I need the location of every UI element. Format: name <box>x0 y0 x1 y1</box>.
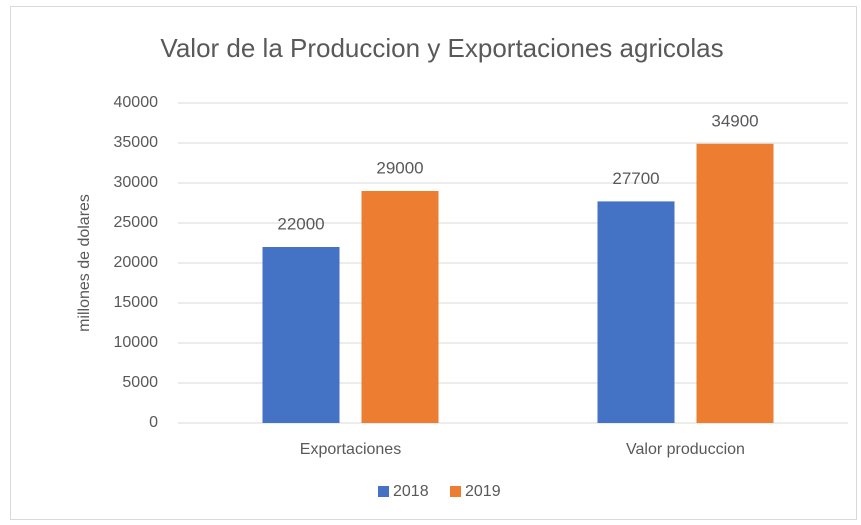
x-tick-label: Exportaciones <box>300 441 401 458</box>
y-tick-label: 0 <box>149 414 158 431</box>
y-tick-label: 35000 <box>114 134 159 151</box>
bar <box>262 247 340 423</box>
y-tick-label: 30000 <box>114 174 159 191</box>
y-tick-label: 25000 <box>114 214 159 231</box>
bar <box>597 201 675 423</box>
chart-title: Valor de la Produccion y Exportaciones a… <box>160 33 723 63</box>
data-label: 29000 <box>376 158 423 177</box>
legend-swatch <box>378 486 389 497</box>
y-tick-label: 15000 <box>114 294 159 311</box>
bar <box>361 191 439 423</box>
data-label: 22000 <box>277 214 324 233</box>
bar <box>696 143 774 424</box>
x-tick-label: Valor produccion <box>626 441 745 458</box>
legend-swatch <box>450 486 461 497</box>
y-tick-label: 20000 <box>114 254 159 271</box>
data-label: 34900 <box>711 111 758 130</box>
legend-label: 2018 <box>393 483 429 500</box>
y-axis-label: millones de dolares <box>76 194 93 332</box>
y-tick-label: 5000 <box>122 374 158 391</box>
y-tick-label: 40000 <box>114 94 159 111</box>
y-tick-label: 10000 <box>114 334 159 351</box>
data-label: 27700 <box>612 169 659 188</box>
legend-label: 2019 <box>465 483 501 500</box>
